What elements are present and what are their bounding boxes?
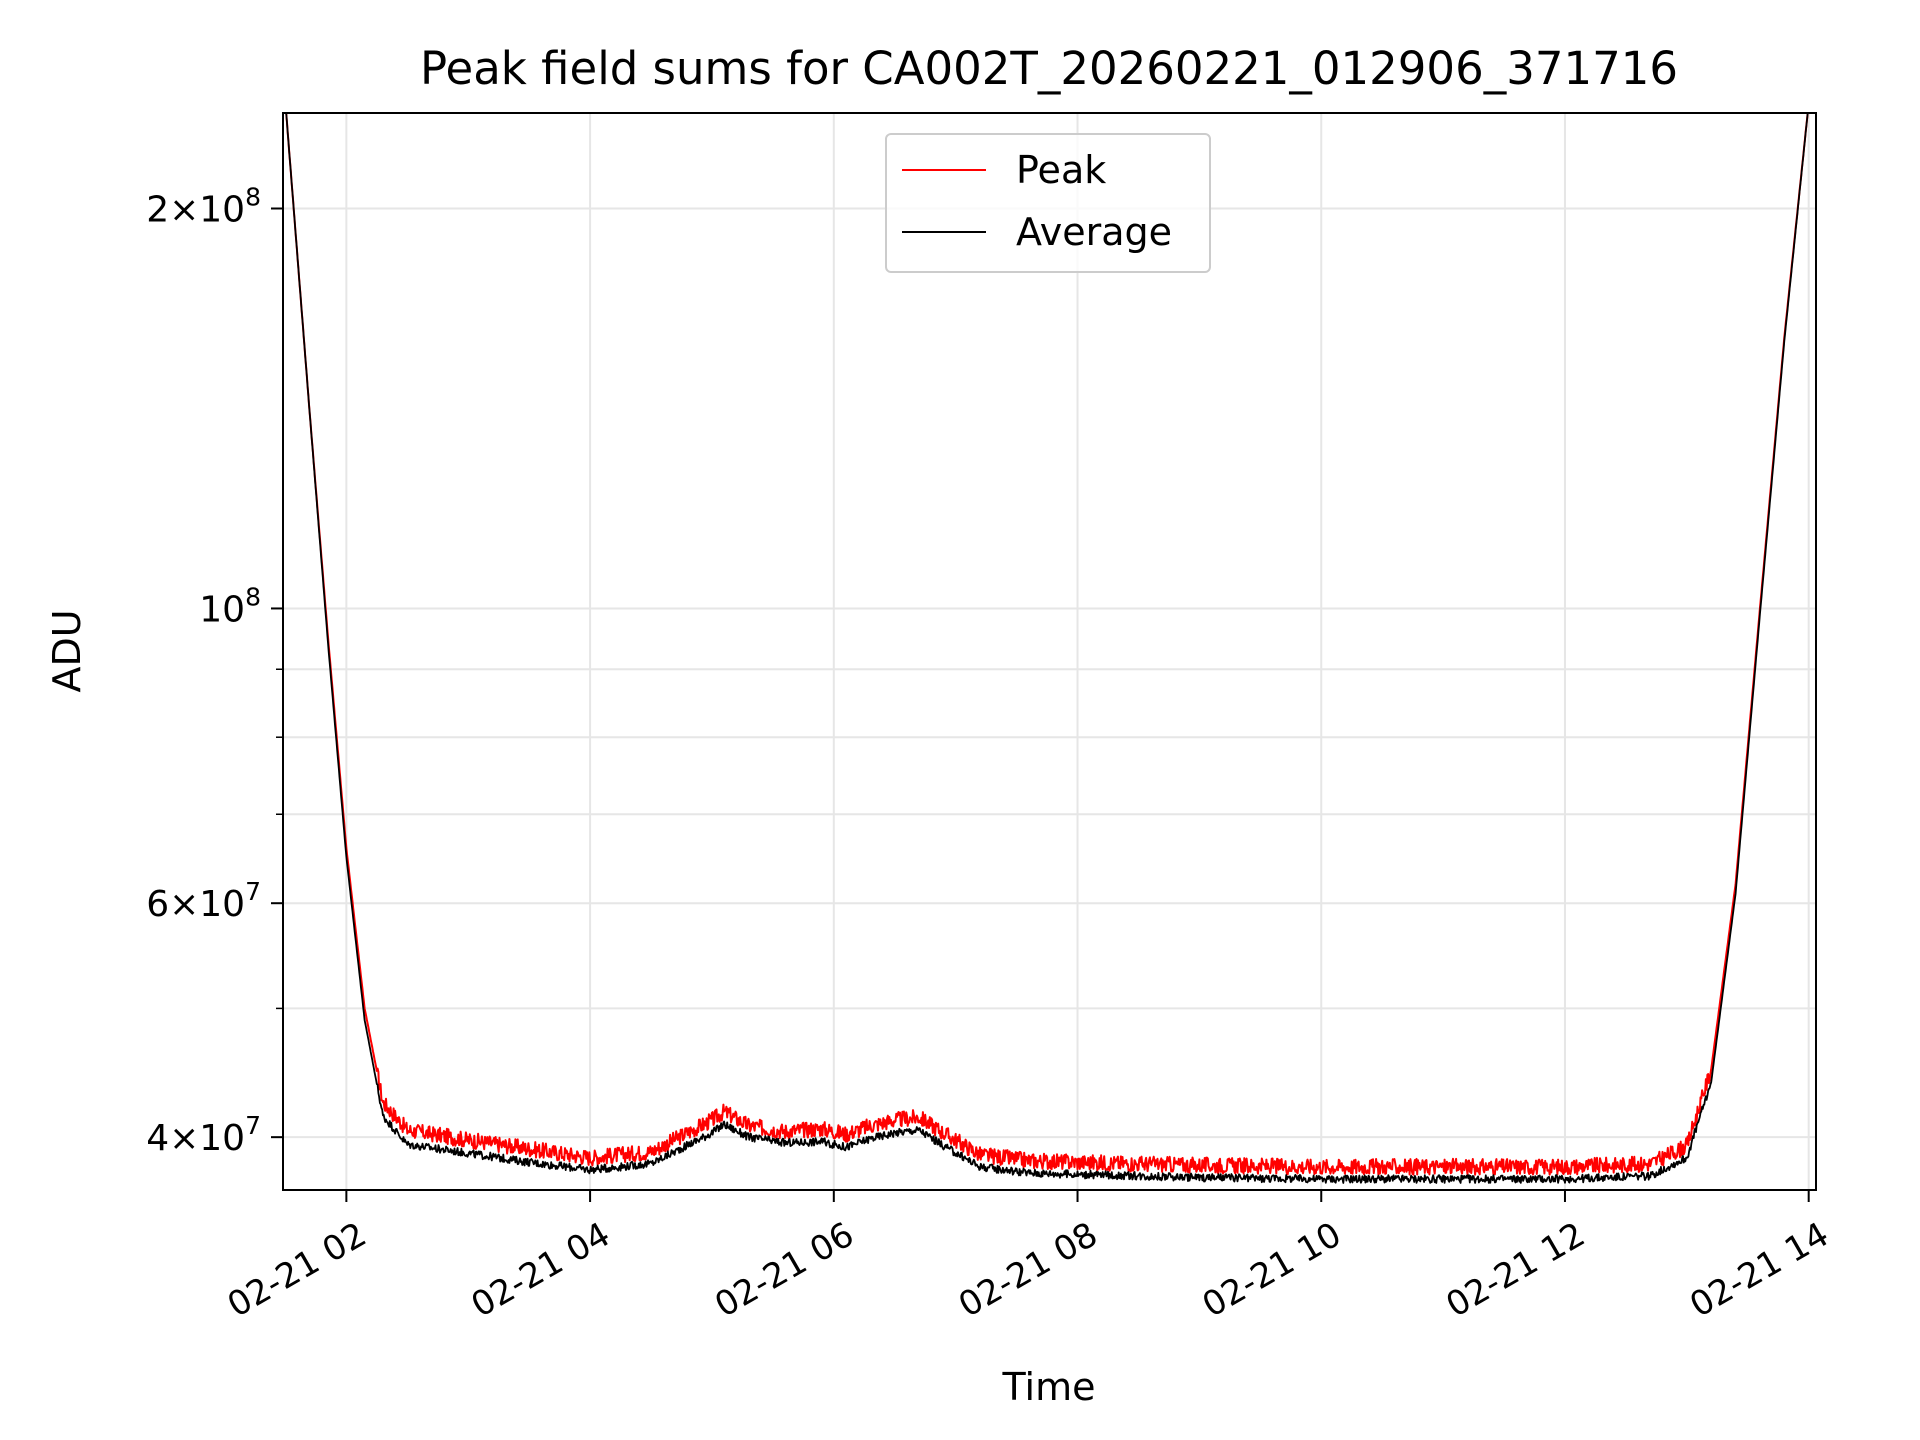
- series-layer: [285, 113, 1809, 1184]
- y-tick-label: 2×108: [146, 183, 261, 231]
- y-tick-mantissa: 10: [199, 589, 245, 630]
- x-tick-label: 02-21 08: [952, 1215, 1104, 1326]
- chart-title: Peak field sums for CA002T_20260221_0129…: [420, 42, 1678, 95]
- legend: Peak Average: [885, 133, 1211, 273]
- y-tick-exponent: 8: [245, 183, 261, 212]
- x-axis: 02-21 02 02-21 04 02-21 06 02-21 08 02-21 10…: [221, 1190, 1836, 1326]
- y-tick-mantissa: 2×10: [146, 190, 245, 231]
- y-tick-exponent: 8: [245, 582, 261, 611]
- y-tick-label: 108: [199, 582, 261, 630]
- y-tick-exponent: 7: [245, 1111, 261, 1140]
- x-tick-label: 02-21 12: [1439, 1215, 1591, 1326]
- x-tick-label: 02-21 06: [708, 1215, 860, 1326]
- series-line-average: [285, 113, 1809, 1184]
- y-tick-label: 4×107: [146, 1111, 261, 1159]
- x-axis-label: Time: [1002, 1365, 1096, 1409]
- x-tick-label: 02-21 10: [1196, 1215, 1348, 1326]
- x-tick-label: 02-21 04: [465, 1215, 617, 1326]
- plot-frame: [282, 112, 1817, 1191]
- y-tick-exponent: 7: [245, 877, 261, 906]
- y-axis-label: ADU: [45, 609, 89, 692]
- legend-box: [885, 133, 1211, 273]
- series-line-peak: [285, 113, 1809, 1176]
- y-tick-mantissa: 6×10: [146, 884, 245, 925]
- y-tick-label: 6×107: [146, 877, 261, 925]
- x-tick-label: 02-21 14: [1683, 1215, 1835, 1326]
- legend-label-peak: Peak: [1016, 148, 1106, 192]
- legend-label-average: Average: [1016, 210, 1172, 254]
- y-tick-mantissa: 4×10: [146, 1118, 245, 1159]
- grid: [283, 113, 1816, 1190]
- x-tick-label: 02-21 02: [221, 1215, 373, 1326]
